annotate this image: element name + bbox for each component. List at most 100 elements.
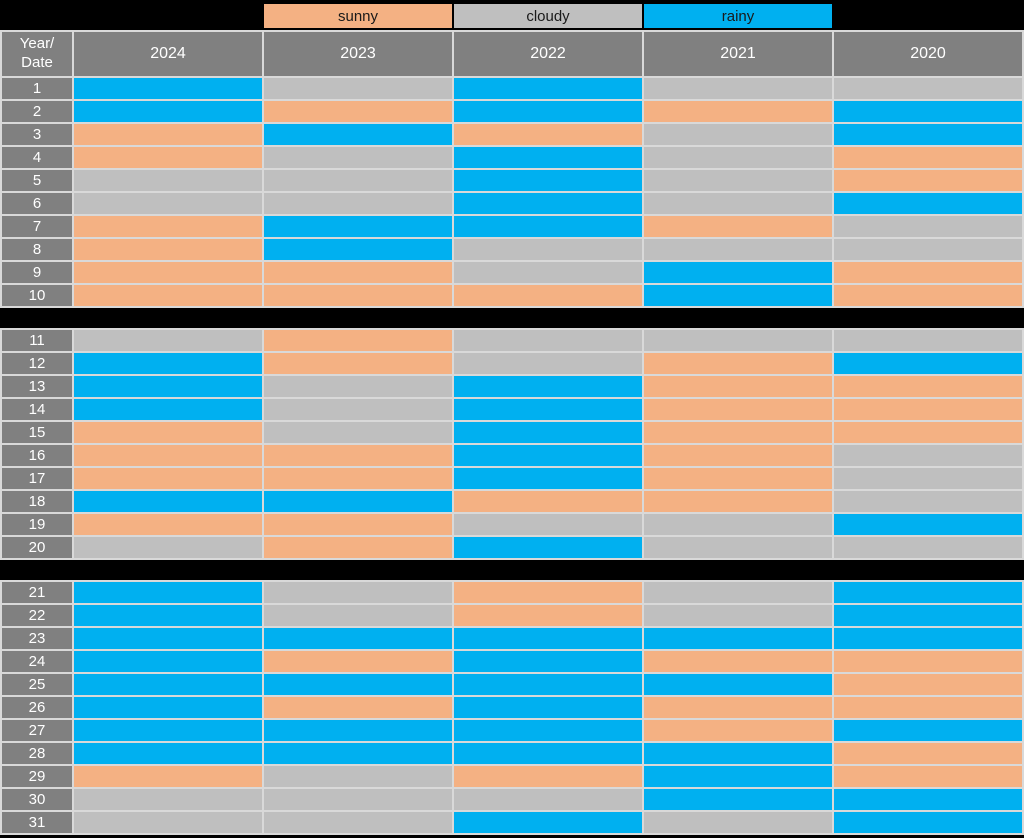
weather-cell-2022-13-rainy xyxy=(454,376,642,397)
weather-cell-2020-10-sunny xyxy=(834,285,1022,306)
row-label-27: 27 xyxy=(2,720,72,741)
weather-cell-2021-25-rainy xyxy=(644,674,832,695)
row-label-7: 7 xyxy=(2,216,72,237)
weather-cell-2024-14-rainy xyxy=(74,399,262,420)
column-header-2021: 2021 xyxy=(644,32,832,76)
weather-cell-2022-1-rainy xyxy=(454,78,642,99)
weather-cell-2024-24-rainy xyxy=(74,651,262,672)
weather-cell-2024-25-rainy xyxy=(74,674,262,695)
row-label-6: 6 xyxy=(2,193,72,214)
row-label-24: 24 xyxy=(2,651,72,672)
weather-cell-2024-17-sunny xyxy=(74,468,262,489)
weather-cell-2023-3-rainy xyxy=(264,124,452,145)
weather-cell-2022-23-rainy xyxy=(454,628,642,649)
weather-cell-2023-14-cloudy xyxy=(264,399,452,420)
weather-cell-2024-23-rainy xyxy=(74,628,262,649)
weather-cell-2020-22-rainy xyxy=(834,605,1022,626)
row-label-13: 13 xyxy=(2,376,72,397)
legend-spacer-right xyxy=(834,4,1022,28)
weather-cell-2021-13-sunny xyxy=(644,376,832,397)
weather-cell-2020-14-sunny xyxy=(834,399,1022,420)
weather-cell-2021-14-sunny xyxy=(644,399,832,420)
weather-cell-2021-18-sunny xyxy=(644,491,832,512)
row-label-19: 19 xyxy=(2,514,72,535)
row-label-8: 8 xyxy=(2,239,72,260)
weather-cell-2021-16-sunny xyxy=(644,445,832,466)
weather-cell-2022-11-cloudy xyxy=(454,330,642,351)
weather-cell-2021-26-sunny xyxy=(644,697,832,718)
block-divider-1 xyxy=(0,308,1024,328)
weather-cell-2020-26-sunny xyxy=(834,697,1022,718)
weather-cell-2021-5-cloudy xyxy=(644,170,832,191)
row-label-3: 3 xyxy=(2,124,72,145)
row-label-29: 29 xyxy=(2,766,72,787)
row-label-30: 30 xyxy=(2,789,72,810)
legend-item-cloudy: cloudy xyxy=(454,4,642,28)
weather-cell-2023-9-sunny xyxy=(264,262,452,283)
weather-cell-2023-1-cloudy xyxy=(264,78,452,99)
weather-cell-2024-10-sunny xyxy=(74,285,262,306)
weather-cell-2022-19-cloudy xyxy=(454,514,642,535)
weather-cell-2023-24-sunny xyxy=(264,651,452,672)
date-block-21-31: 21 22 23 24 25 26 27 28 29 30 31 xyxy=(2,582,1022,833)
weather-cell-2024-15-sunny xyxy=(74,422,262,443)
weather-cell-2023-23-rainy xyxy=(264,628,452,649)
weather-cell-2023-6-cloudy xyxy=(264,193,452,214)
row-label-5: 5 xyxy=(2,170,72,191)
weather-cell-2024-1-rainy xyxy=(74,78,262,99)
row-label-4: 4 xyxy=(2,147,72,168)
weather-cell-2023-31-cloudy xyxy=(264,812,452,833)
weather-cell-2021-23-rainy xyxy=(644,628,832,649)
weather-cell-2023-4-cloudy xyxy=(264,147,452,168)
weather-cell-2024-18-rainy xyxy=(74,491,262,512)
weather-cell-2020-5-sunny xyxy=(834,170,1022,191)
column-header-2024: 2024 xyxy=(74,32,262,76)
weather-cell-2021-22-cloudy xyxy=(644,605,832,626)
weather-calendar-page: sunny cloudy rainy Year/ Date 2024 2023 … xyxy=(0,4,1024,838)
weather-cell-2023-13-cloudy xyxy=(264,376,452,397)
weather-cell-2020-6-rainy xyxy=(834,193,1022,214)
weather-cell-2024-19-sunny xyxy=(74,514,262,535)
weather-cell-2022-9-cloudy xyxy=(454,262,642,283)
weather-cell-2023-28-rainy xyxy=(264,743,452,764)
block-divider-2 xyxy=(0,560,1024,580)
weather-cell-2021-20-cloudy xyxy=(644,537,832,558)
weather-cell-2020-18-cloudy xyxy=(834,491,1022,512)
weather-cell-2021-7-sunny xyxy=(644,216,832,237)
weather-cell-2024-27-rainy xyxy=(74,720,262,741)
row-label-28: 28 xyxy=(2,743,72,764)
weather-cell-2020-7-cloudy xyxy=(834,216,1022,237)
row-label-26: 26 xyxy=(2,697,72,718)
weather-cell-2024-13-rainy xyxy=(74,376,262,397)
row-label-17: 17 xyxy=(2,468,72,489)
column-header-2022: 2022 xyxy=(454,32,642,76)
weather-cell-2021-29-rainy xyxy=(644,766,832,787)
weather-cell-2023-11-sunny xyxy=(264,330,452,351)
row-label-10: 10 xyxy=(2,285,72,306)
weather-cell-2020-2-rainy xyxy=(834,101,1022,122)
weather-cell-2021-10-rainy xyxy=(644,285,832,306)
weather-cell-2021-8-cloudy xyxy=(644,239,832,260)
weather-cell-2022-31-rainy xyxy=(454,812,642,833)
weather-cell-2022-2-rainy xyxy=(454,101,642,122)
weather-cell-2022-4-rainy xyxy=(454,147,642,168)
weather-cell-2020-9-sunny xyxy=(834,262,1022,283)
weather-cell-2023-5-cloudy xyxy=(264,170,452,191)
weather-cell-2023-2-sunny xyxy=(264,101,452,122)
weather-cell-2024-11-cloudy xyxy=(74,330,262,351)
weather-cell-2023-10-sunny xyxy=(264,285,452,306)
weather-cell-2021-4-cloudy xyxy=(644,147,832,168)
weather-cell-2021-3-cloudy xyxy=(644,124,832,145)
weather-cell-2021-19-cloudy xyxy=(644,514,832,535)
row-label-16: 16 xyxy=(2,445,72,466)
weather-cell-2022-7-rainy xyxy=(454,216,642,237)
row-label-1: 1 xyxy=(2,78,72,99)
row-label-20: 20 xyxy=(2,537,72,558)
date-block-1-10: 1 2 3 4 5 6 7 8 9 10 xyxy=(2,78,1022,306)
weather-cell-2023-22-cloudy xyxy=(264,605,452,626)
weather-cell-2024-4-sunny xyxy=(74,147,262,168)
row-label-11: 11 xyxy=(2,330,72,351)
weather-cell-2020-13-sunny xyxy=(834,376,1022,397)
weather-cell-2023-16-sunny xyxy=(264,445,452,466)
row-label-25: 25 xyxy=(2,674,72,695)
